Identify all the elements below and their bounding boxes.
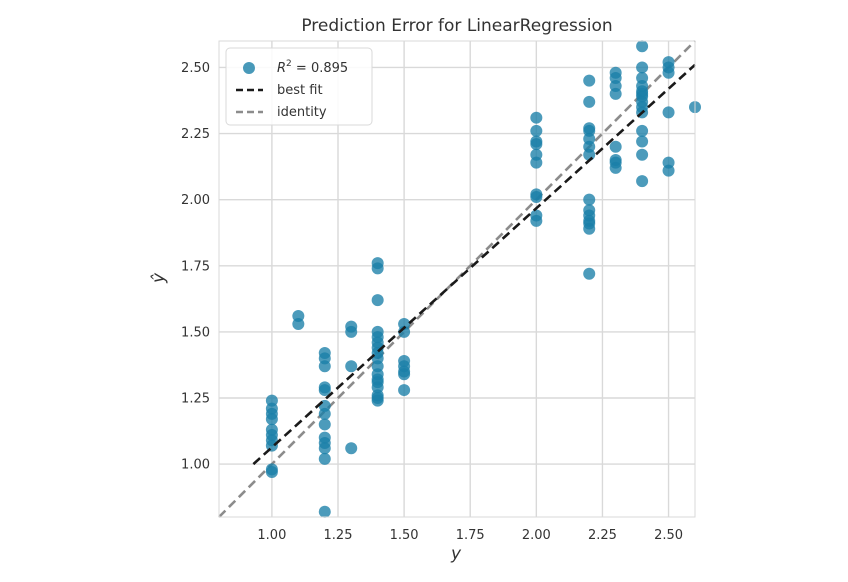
scatter-point-3 bbox=[265, 413, 278, 426]
legend: R2 = 0.895 best fit identity bbox=[225, 47, 373, 126]
legend-marker-r2 bbox=[243, 62, 255, 74]
scatter-point-84 bbox=[609, 161, 622, 174]
scatter-point-24 bbox=[318, 505, 331, 518]
x-tick-label-1: 1.25 bbox=[324, 528, 353, 543]
scatter-point-98 bbox=[636, 87, 649, 100]
x-tick-label-6: 2.50 bbox=[654, 528, 683, 543]
legend-best-fit-label: best fit bbox=[277, 83, 323, 98]
legend-box bbox=[225, 47, 373, 126]
legend-identity-label: identity bbox=[277, 105, 327, 120]
y-tick-label-1: 1.25 bbox=[181, 392, 210, 407]
scatter-point-56 bbox=[530, 138, 543, 151]
scatter-point-95 bbox=[636, 135, 649, 148]
legend-r2-symbol: R bbox=[277, 61, 286, 76]
scatter-point-85 bbox=[636, 40, 649, 53]
scatter-point-102 bbox=[662, 106, 675, 119]
scatter-point-58 bbox=[530, 156, 543, 169]
y-axis-label: ŷ bbox=[149, 272, 169, 284]
scatter-point-81 bbox=[609, 140, 622, 153]
identity-line-group bbox=[218, 40, 696, 518]
scatter-point-54 bbox=[530, 124, 543, 137]
y-tick-label-6: 2.50 bbox=[181, 61, 210, 76]
y-tick-label-5: 2.25 bbox=[181, 127, 210, 142]
scatter-point-45 bbox=[371, 394, 384, 407]
scatter-point-60 bbox=[530, 191, 543, 204]
scatter-point-14 bbox=[318, 360, 331, 373]
y-tick-label-0: 1.00 bbox=[181, 458, 210, 473]
scatter-point-76 bbox=[583, 267, 596, 280]
scatter-point-27 bbox=[345, 360, 358, 373]
best-fit-line bbox=[252, 63, 696, 466]
scatter-point-52 bbox=[398, 384, 411, 397]
scatter-point-96 bbox=[636, 148, 649, 161]
x-tick-label-3: 1.75 bbox=[456, 528, 485, 543]
x-tick-label-0: 1.00 bbox=[257, 528, 286, 543]
x-axis-label: y bbox=[450, 544, 462, 564]
x-tick-label-2: 1.50 bbox=[390, 528, 419, 543]
legend-r2-exponent: 2 bbox=[286, 59, 292, 69]
scatter-point-104 bbox=[662, 164, 675, 177]
scatter-point-53 bbox=[530, 111, 543, 124]
best-fit-line-group bbox=[252, 63, 696, 466]
scatter-point-23 bbox=[318, 452, 331, 465]
scatter-point-19 bbox=[318, 418, 331, 431]
x-tick-label-4: 2.00 bbox=[522, 528, 551, 543]
scatter-point-63 bbox=[583, 74, 596, 87]
scatter-point-80 bbox=[609, 87, 622, 100]
scatter-point-62 bbox=[530, 214, 543, 227]
scatter-point-31 bbox=[371, 294, 384, 307]
scatter-point-30 bbox=[371, 262, 384, 275]
scatter-point-22 bbox=[318, 442, 331, 455]
legend-r2-value: = 0.895 bbox=[292, 61, 348, 76]
scatter-point-75 bbox=[583, 222, 596, 235]
identity-line bbox=[218, 40, 696, 518]
scatter-point-51 bbox=[398, 368, 411, 381]
scatter-point-97 bbox=[636, 175, 649, 188]
scatter-point-9 bbox=[265, 466, 278, 479]
chart-title: Prediction Error for LinearRegression bbox=[301, 16, 612, 36]
x-tick-labels: 1.00 1.25 1.50 1.75 2.00 2.25 2.50 bbox=[257, 528, 683, 543]
scatter-point-101 bbox=[662, 66, 675, 79]
scatter-point-16 bbox=[318, 384, 331, 397]
legend-r2-label: R2 = 0.895 bbox=[277, 59, 348, 76]
scatter-point-26 bbox=[345, 325, 358, 338]
y-tick-labels: 1.00 1.25 1.50 1.75 2.00 2.25 2.50 bbox=[181, 61, 210, 473]
scatter-point-70 bbox=[583, 193, 596, 206]
scatter-point-28 bbox=[345, 442, 358, 455]
scatter-points bbox=[265, 40, 701, 518]
y-tick-label-2: 1.50 bbox=[181, 325, 210, 340]
scatter-point-64 bbox=[583, 95, 596, 108]
x-tick-label-5: 2.25 bbox=[588, 528, 617, 543]
scatter-point-94 bbox=[636, 124, 649, 137]
y-tick-label-4: 2.00 bbox=[181, 193, 210, 208]
plot-area-frame bbox=[218, 40, 696, 518]
scatter-point-86 bbox=[636, 61, 649, 74]
scatter-point-11 bbox=[292, 317, 305, 330]
scatter-point-18 bbox=[318, 407, 331, 420]
y-tick-label-3: 1.75 bbox=[181, 259, 210, 274]
